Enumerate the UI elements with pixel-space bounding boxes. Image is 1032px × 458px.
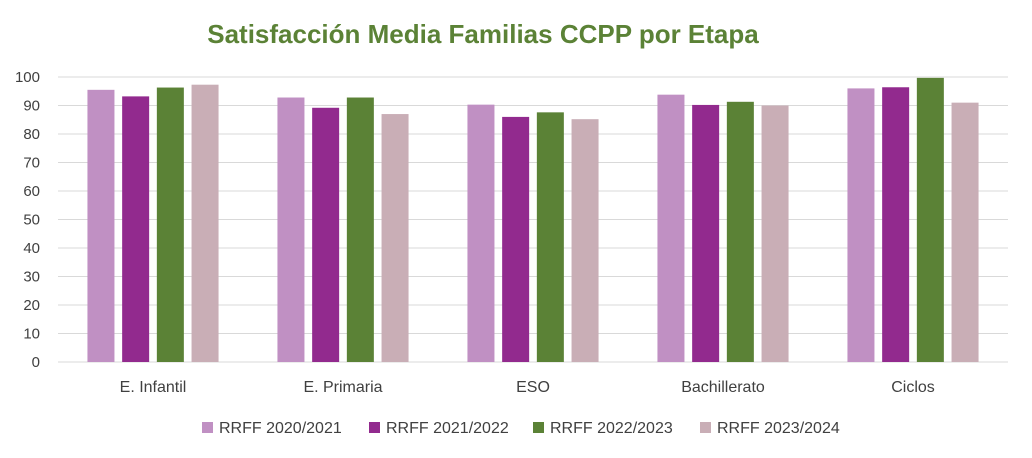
bar <box>847 88 875 363</box>
legend-swatch <box>533 422 544 433</box>
legend-label: RRFF 2022/2023 <box>550 420 673 437</box>
bar <box>156 87 184 363</box>
legend-item: RRFF 2022/2023 <box>533 420 673 437</box>
bar <box>882 87 910 362</box>
x-category-label: Ciclos <box>891 379 935 396</box>
bar <box>657 94 685 363</box>
bar <box>467 104 495 363</box>
legend-swatch <box>700 422 711 433</box>
y-axis-tick-labels: 0 10 20 30 40 50 60 70 80 90 100 <box>15 69 40 371</box>
y-tick-label: 70 <box>23 155 40 172</box>
bar <box>191 84 219 362</box>
chart-title: Satisfacción Media Familias CCPP por Eta… <box>207 19 759 49</box>
bar <box>916 77 944 362</box>
series-1-bars <box>87 88 875 363</box>
legend-label: RRFF 2021/2022 <box>386 420 509 437</box>
bar <box>122 96 150 362</box>
y-tick-label: 80 <box>23 126 40 143</box>
bar <box>692 104 720 363</box>
y-tick-label: 40 <box>23 240 40 257</box>
bars <box>87 77 979 363</box>
bar <box>312 107 340 362</box>
y-tick-label: 50 <box>23 212 40 229</box>
bar <box>761 105 789 362</box>
series-2-bars <box>122 87 910 363</box>
bar <box>951 102 979 363</box>
x-category-label: Bachillerato <box>681 379 765 396</box>
legend-label: RRFF 2020/2021 <box>219 420 342 437</box>
legend-swatch <box>202 422 213 433</box>
legend-item: RRFF 2023/2024 <box>700 420 840 437</box>
series-4-bars <box>191 84 979 363</box>
legend-item: RRFF 2021/2022 <box>369 420 509 437</box>
y-tick-label: 20 <box>23 297 40 314</box>
legend-label: RRFF 2023/2024 <box>717 420 840 437</box>
bar <box>571 119 599 363</box>
x-axis-category-labels: E. Infantil E. Primaria ESO Bachillerato Cic… <box>120 379 935 396</box>
legend: RRFF 2020/2021 RRFF 2021/2022 RRFF 2022/20… <box>202 420 840 437</box>
bar <box>726 101 754 363</box>
y-tick-label: 100 <box>15 69 40 86</box>
x-category-label: ESO <box>516 379 550 396</box>
y-tick-label: 30 <box>23 269 40 286</box>
y-tick-label: 0 <box>32 354 40 371</box>
bar <box>346 97 374 363</box>
bar <box>381 114 409 362</box>
bar <box>502 116 530 363</box>
bar <box>536 112 564 362</box>
x-category-label: E. Infantil <box>120 379 187 396</box>
bar <box>277 97 305 363</box>
y-tick-label: 60 <box>23 183 40 200</box>
x-category-label: E. Primaria <box>303 379 382 396</box>
bar <box>87 89 115 362</box>
legend-item: RRFF 2020/2021 <box>202 420 342 437</box>
y-tick-label: 90 <box>23 98 40 115</box>
y-tick-label: 10 <box>23 326 40 343</box>
series-3-bars <box>156 77 944 363</box>
legend-swatch <box>369 422 380 433</box>
